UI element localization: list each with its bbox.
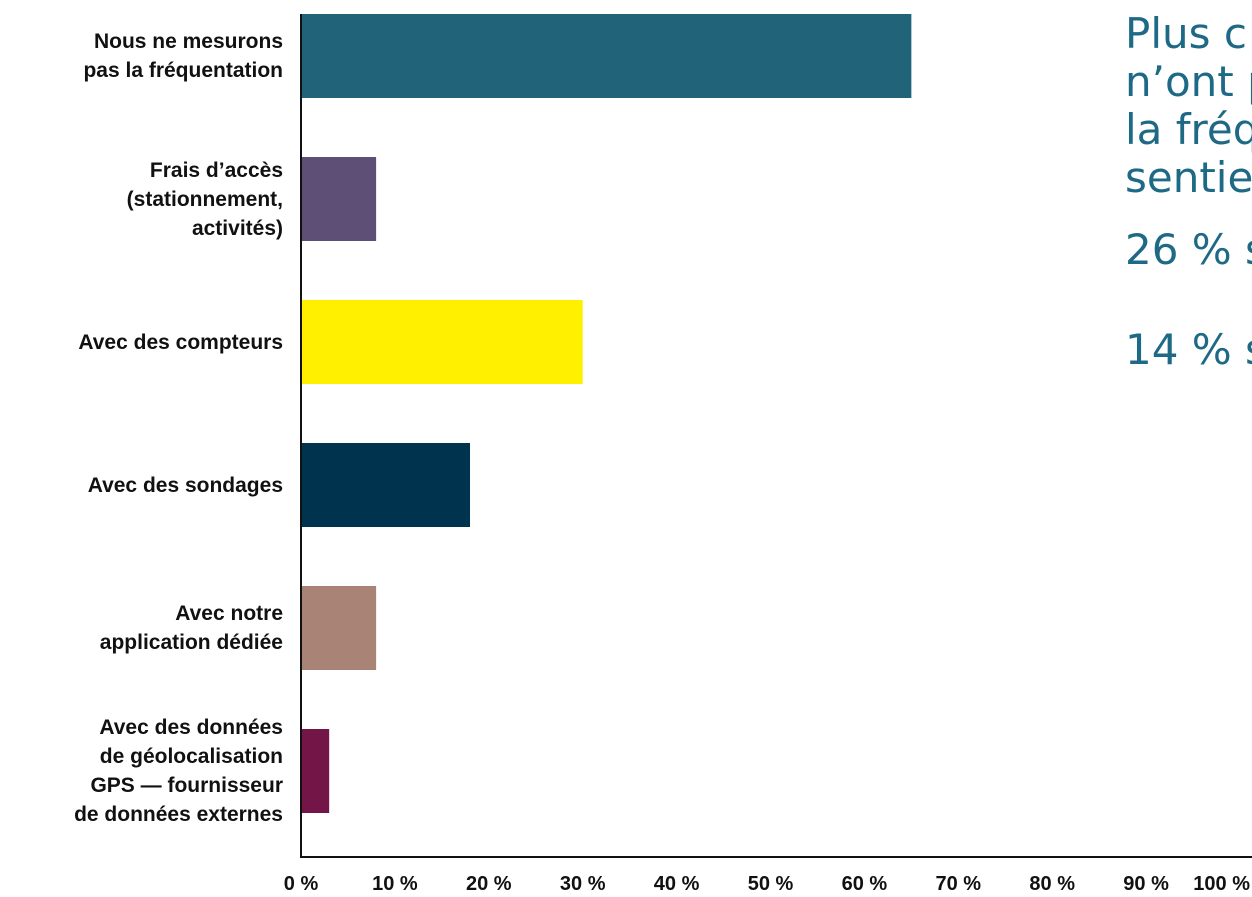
category-label-5: Avec notre application dédiée [99,602,283,654]
x-tick-label: 60 % [842,873,888,895]
bar-1 [301,14,912,98]
bars-group [301,14,912,813]
bar-4 [301,443,471,527]
category-label-3: Avec des compteurs [78,330,283,354]
category-label-2: Frais d’accès (stationnement, activités) [126,158,283,240]
x-tick-label: 20 % [466,873,512,895]
bar-5 [301,586,377,670]
x-tick-label: 90 % [1123,873,1169,895]
callout-text: Plus c n’ont p la fréq sentie 26 % s 14 … [1125,10,1252,374]
bar-6 [301,729,330,813]
bar-2 [301,157,377,241]
x-tick-label: 10 % [372,873,418,895]
x-tick-label: 70 % [936,873,982,895]
callout-stat-2: 14 % s [1125,325,1252,374]
callout-headline: Plus c n’ont p la fréq sentie [1125,9,1252,202]
x-tick-label: 0 % [284,873,319,895]
callout-stat-1: 26 % s [1125,225,1252,274]
x-tick-label: 40 % [654,873,700,895]
category-label-1: Nous ne mesurons pas la fréquentation [83,30,283,82]
x-tick-label: 100 % [1193,873,1250,895]
x-tick-label: 50 % [748,873,794,895]
category-label-6: Avec des données de géolocalisation GPS … [74,716,283,826]
x-tick-label: 30 % [560,873,606,895]
bar-3 [301,300,583,384]
x-tick-label: 80 % [1029,873,1075,895]
category-label-4: Avec des sondages [87,473,283,497]
x-tick-labels: 0 % 10 % 20 % 30 % 40 % 50 % 60 % 70 % 80 % 90 % 1… [284,873,1250,895]
